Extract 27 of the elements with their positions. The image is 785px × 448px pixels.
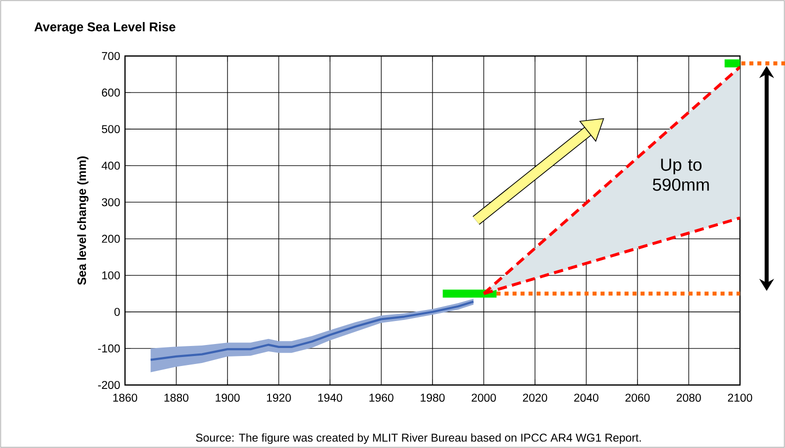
x-tick-label: 2000 — [472, 394, 496, 402]
chart-title: Average Sea Level Rise — [34, 22, 176, 34]
y-tick-label: -100 — [98, 344, 120, 352]
source-note: Source: The figure was created by MLIT River Bureau based on IPCC AR4 WG1 Report. — [196, 433, 641, 444]
x-tick-label: 1880 — [164, 394, 188, 402]
x-tick-label: 1920 — [267, 394, 291, 402]
y-tick-label: 300 — [102, 198, 120, 206]
y-tick-label: 0 — [114, 308, 120, 316]
x-tick-label: 1860 — [113, 394, 138, 402]
y-tick-label: -200 — [98, 380, 120, 389]
x-tick-label: 2080 — [676, 394, 701, 402]
y-axis-title: Sea level change (mm) — [77, 156, 88, 285]
x-tick-label: 1900 — [216, 394, 240, 402]
x-tick-label: 2060 — [625, 394, 650, 402]
x-tick-label: 1940 — [318, 394, 342, 402]
y-tick-label: 200 — [102, 234, 120, 243]
y-tick-label: 700 — [102, 52, 120, 60]
x-tick-label: 2020 — [522, 394, 548, 402]
x-tick-label: 1960 — [370, 394, 394, 402]
x-tick-label: 2100 — [728, 394, 752, 402]
y-tick-label: 100 — [102, 271, 120, 280]
annotation: Up to 590mm — [652, 158, 709, 191]
y-tick-label: 600 — [102, 88, 120, 97]
x-tick-label: 2040 — [574, 394, 598, 402]
y-tick-label: 500 — [102, 125, 120, 134]
y-tick-label: 400 — [102, 162, 120, 170]
x-tick-label: 1980 — [420, 394, 445, 402]
